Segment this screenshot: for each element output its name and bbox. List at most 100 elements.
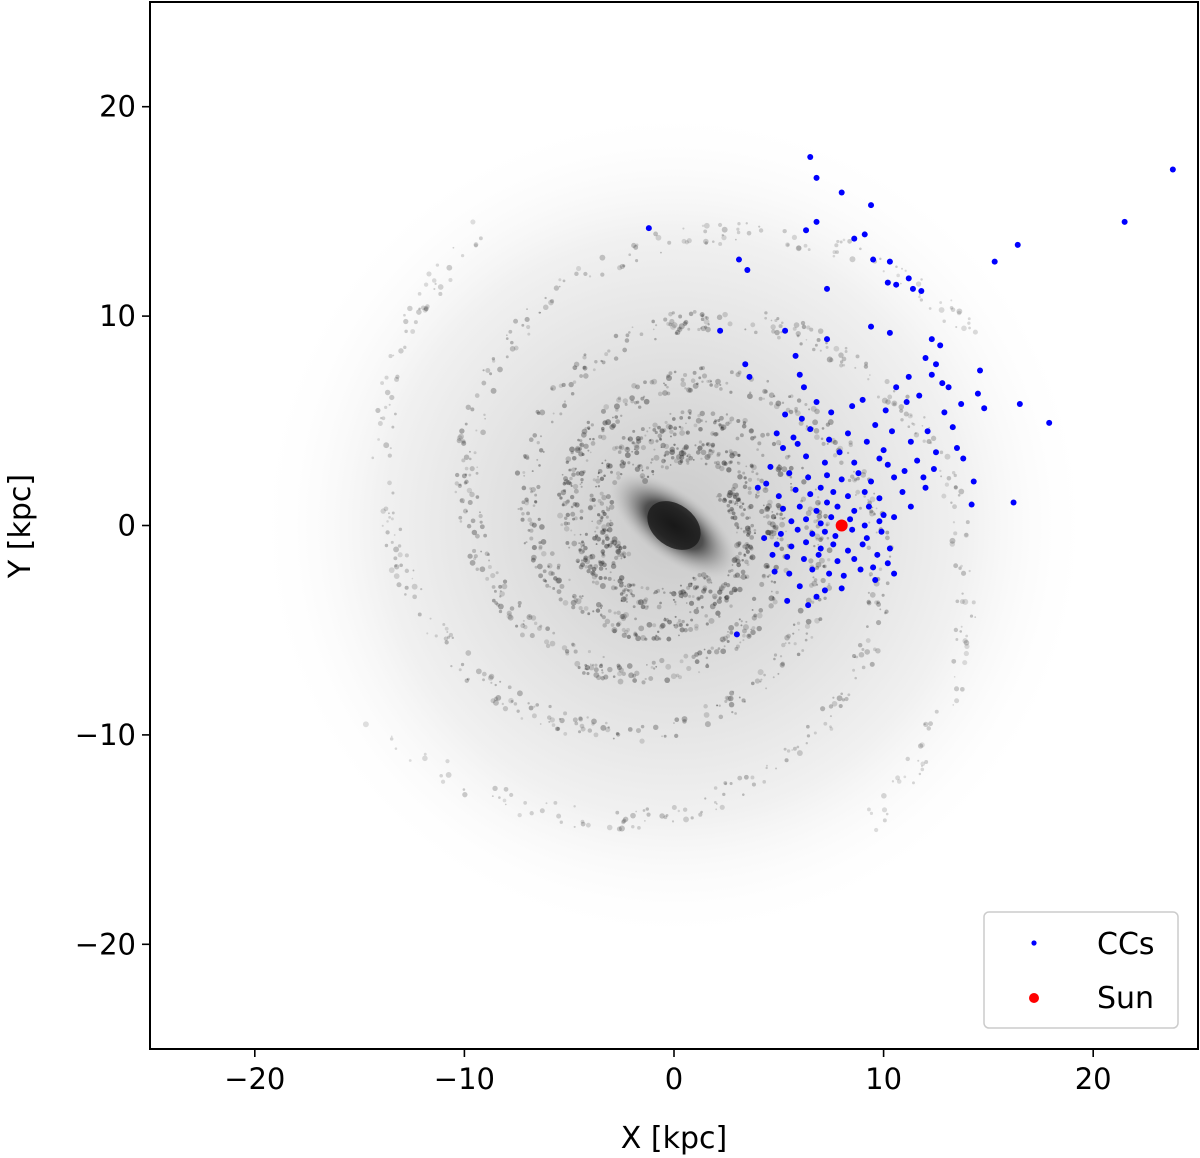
cc-point (930, 465, 937, 472)
cc-point (937, 342, 944, 349)
cc-point (815, 551, 822, 558)
cc-point (899, 488, 906, 495)
cc-point (796, 503, 803, 510)
cc-point (865, 503, 872, 510)
cc-point (922, 354, 929, 361)
y-tick-label: −20 (75, 927, 136, 961)
cc-point (878, 528, 885, 535)
cc-point (863, 535, 870, 542)
y-axis-ticks: −20 −10 0 10 20 (75, 90, 150, 961)
cc-point (844, 547, 851, 554)
cc-point (794, 526, 801, 533)
y-tick-label: −10 (75, 718, 136, 752)
cc-point (794, 440, 801, 447)
cc-point (907, 438, 914, 445)
cc-point (893, 281, 900, 288)
cc-point (830, 541, 837, 548)
cc-point (849, 403, 856, 410)
cc-point (782, 327, 789, 334)
cc-point (813, 218, 820, 225)
cc-point (903, 398, 910, 405)
cc-point (855, 470, 862, 477)
cc-point (876, 518, 883, 525)
cc-point (821, 587, 828, 594)
y-tick-label: 20 (99, 90, 136, 124)
cc-point (813, 174, 820, 181)
cc-point (746, 373, 753, 380)
cc-point (803, 516, 810, 523)
cc-point (914, 457, 921, 464)
cc-point (859, 396, 866, 403)
x-tick-label: 10 (865, 1062, 902, 1096)
sun-point (835, 519, 848, 532)
cc-point (792, 352, 799, 359)
cc-point (784, 597, 791, 604)
cc-point (840, 572, 847, 579)
cc-point (933, 361, 939, 368)
cc-point (821, 528, 828, 535)
cc-point (761, 535, 768, 542)
cc-point (733, 631, 740, 638)
cc-point (800, 556, 807, 563)
cc-point (876, 455, 883, 462)
cc-point (830, 488, 837, 495)
cc-point (807, 491, 814, 498)
x-tick-label: 0 (665, 1062, 683, 1096)
x-tick-label: −10 (434, 1062, 495, 1096)
x-axis-label: X [kpc] (621, 1121, 727, 1156)
cc-point (645, 225, 652, 232)
cc-point (1169, 166, 1176, 173)
spiral-arms (362, 219, 978, 833)
cc-point (824, 336, 831, 343)
cc-point (905, 275, 912, 282)
cc-point (784, 553, 791, 560)
cc-point (792, 486, 799, 493)
cc-point (807, 426, 814, 433)
x-tick-label: 20 (1075, 1062, 1112, 1096)
cc-point (1121, 218, 1128, 225)
cc-point (809, 566, 816, 573)
y-tick-label: 10 (99, 299, 136, 333)
cc-point (907, 503, 914, 510)
galactic-core (647, 501, 701, 550)
x-axis-ticks: −20 −10 0 10 20 (224, 1049, 1112, 1096)
cc-point (953, 445, 960, 452)
cc-point (981, 405, 988, 412)
cc-point (838, 476, 845, 483)
cc-point (920, 474, 927, 481)
cc-point (939, 380, 946, 387)
cc-point (928, 371, 935, 378)
cc-point (844, 493, 851, 500)
cc-point (777, 530, 784, 537)
cc-point (717, 327, 724, 334)
cc-point (868, 323, 875, 330)
cc-point (782, 411, 789, 418)
cc-point (872, 421, 879, 428)
cc-point (886, 329, 893, 336)
cc-point (861, 522, 868, 529)
cc-point (974, 390, 981, 397)
cc-point (933, 449, 939, 456)
cc-point (773, 430, 780, 437)
cc-point (928, 336, 935, 343)
cc-point (805, 474, 812, 481)
cc-point (834, 558, 841, 565)
cc-point (803, 453, 810, 460)
cc-point (909, 285, 916, 292)
cc-point (824, 472, 831, 479)
cc-point (882, 407, 889, 414)
cc-point (807, 153, 814, 160)
cc-point (1014, 241, 1021, 248)
cc-point (847, 516, 854, 523)
cc-point (922, 484, 929, 491)
cc-point (893, 384, 900, 391)
cc-point (763, 480, 770, 487)
cc-point (868, 478, 875, 485)
cc-point (826, 436, 833, 443)
legend-ccs-marker (1031, 940, 1037, 946)
cc-point (742, 361, 749, 368)
cc-point (868, 202, 875, 209)
cc-point (977, 367, 984, 374)
cc-point (880, 447, 887, 454)
cc-point (779, 445, 786, 452)
